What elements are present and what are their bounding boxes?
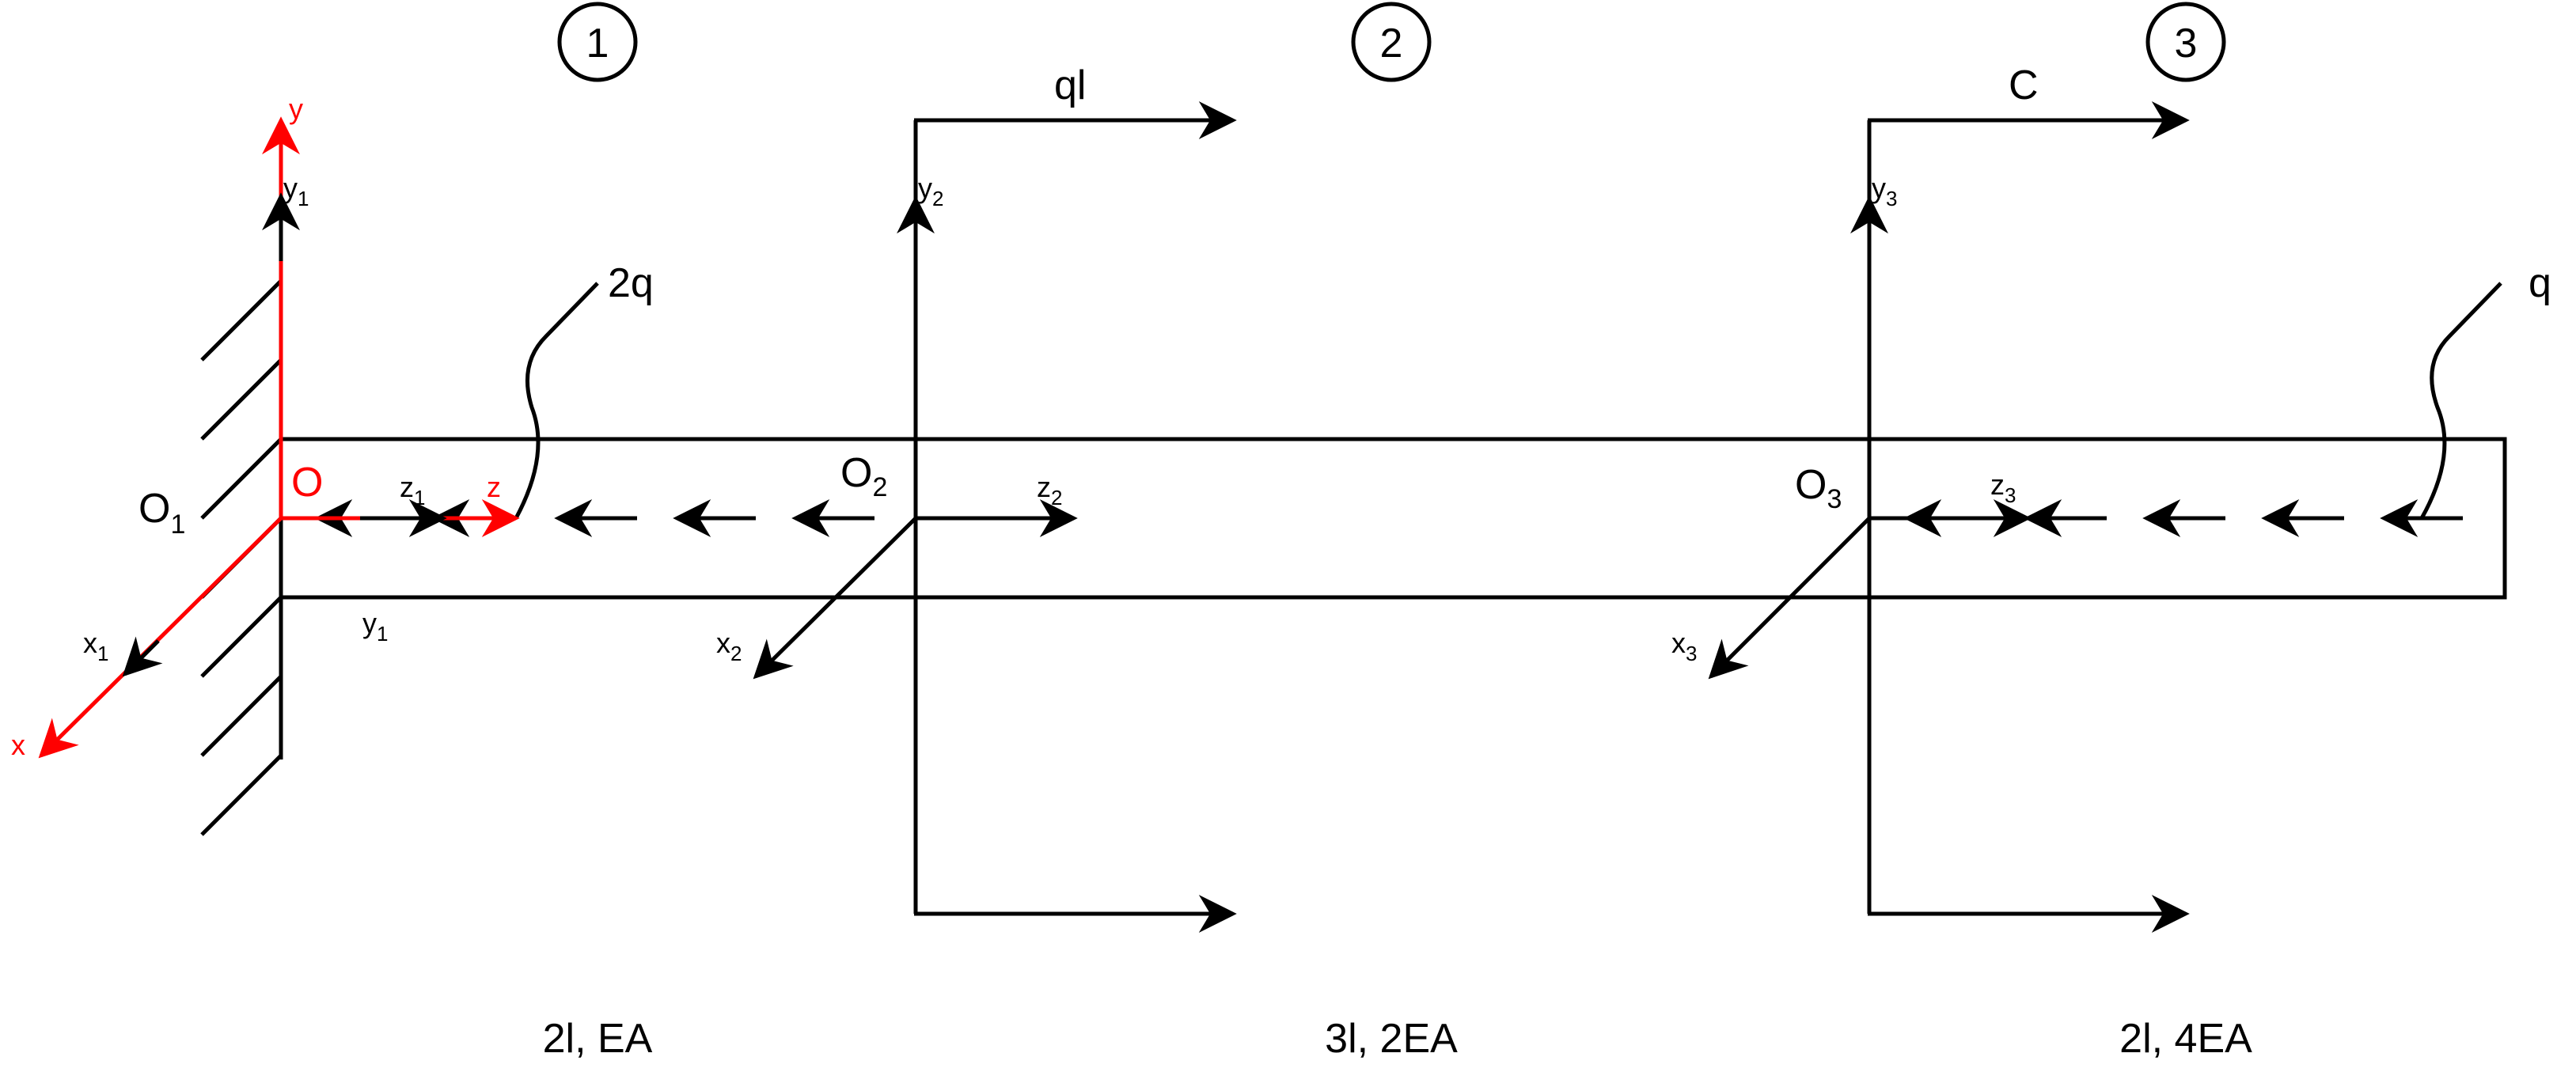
segment-3-properties: 2l, 4EA <box>2119 1016 2252 1062</box>
cut-section-2: ql O2 y2 z2 x2 <box>716 63 1237 933</box>
load-leader-q <box>2419 282 2502 520</box>
z3-label: z3 <box>1990 468 2016 507</box>
global-origin-label: O <box>291 460 323 506</box>
x1-label: x1 <box>83 627 108 665</box>
o3-label: O3 <box>1795 462 1842 514</box>
cut-section-3: C O3 y3 z3 x3 <box>1671 63 2190 933</box>
distributed-load-q: q <box>1903 260 2551 537</box>
section-number-3: 3 <box>2175 21 2198 66</box>
force-c-label: C <box>2009 63 2039 108</box>
section-circle-3 <box>2145 2 2226 82</box>
section-marker-3: 3 <box>2145 2 2226 82</box>
section-marker-2: 2 <box>1351 2 1432 82</box>
global-x-label: x <box>11 729 25 761</box>
segment-2-properties: 3l, 2EA <box>1325 1016 1458 1062</box>
global-axes: O y z x <box>11 93 520 761</box>
force-ql-label: ql <box>1054 63 1086 108</box>
global-x-axis <box>38 517 283 759</box>
x3-label: x3 <box>1671 627 1697 665</box>
y3-label: y3 <box>1872 172 1897 210</box>
load-leader-2q <box>514 282 599 520</box>
load-label-2q: 2q <box>608 260 654 306</box>
x2-label: x2 <box>716 627 742 665</box>
global-y-label: y <box>289 93 303 125</box>
section-circle-2 <box>1351 2 1432 82</box>
global-z-label: z <box>487 471 501 503</box>
fixed-support <box>200 190 283 836</box>
y1-label-bottom: y1 <box>362 607 388 646</box>
z1-label: z1 <box>400 471 425 509</box>
x2-axis-arrow <box>753 517 917 680</box>
o1-label: O1 <box>138 486 185 540</box>
section-circle-1 <box>557 2 638 82</box>
y1-label-top: y1 <box>283 172 309 210</box>
section-number-2: 2 <box>1380 21 1403 66</box>
y2-label: y2 <box>918 172 943 210</box>
z2-label: z2 <box>1037 471 1062 509</box>
o2-label: O2 <box>840 450 887 502</box>
section-number-1: 1 <box>586 21 609 66</box>
x1-axis-arrow <box>122 636 163 677</box>
load-label-q: q <box>2529 260 2551 306</box>
segment-1-properties: 2l, EA <box>543 1016 653 1062</box>
local-axes-1: O1 y1 z1 x1 y1 <box>83 172 447 677</box>
section-marker-1: 1 <box>557 2 638 82</box>
x3-axis-arrow <box>1708 517 1871 680</box>
